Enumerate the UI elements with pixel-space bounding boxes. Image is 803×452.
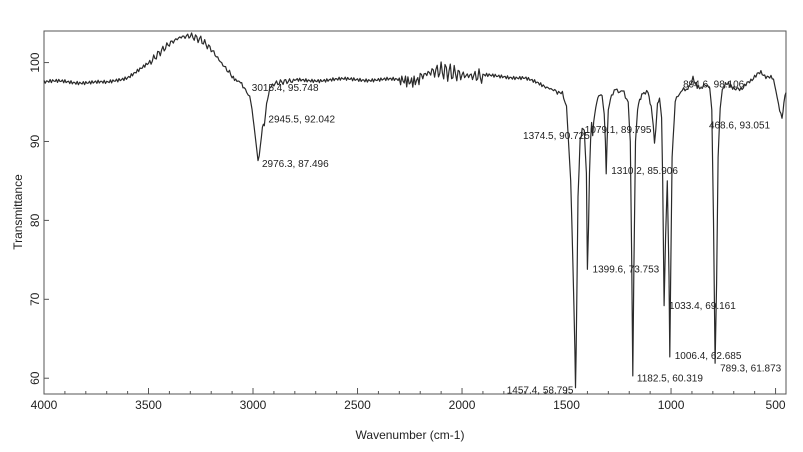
x-tick-label: 500 [766,398,786,412]
peak-label: 1457.4, 58.795 [507,386,574,397]
plot-frame [43,30,787,395]
peak-label: 1374.5, 90.725 [523,131,590,142]
peak-label: 789.3, 61.873 [720,363,782,374]
y-tick-label: 90 [28,134,42,148]
x-tick-label: 1000 [658,398,685,412]
x-tick-label: 1500 [553,398,580,412]
y-tick-label: 70 [28,292,42,306]
peak-label: 1182.5, 60.319 [637,374,703,385]
peak-label: 468.6, 93.051 [709,120,771,131]
peak-label: 2976.3, 87.496 [262,159,329,170]
x-axis: 4000 3500 3000 2500 2000 1500 1000 500 [31,388,786,412]
peak-labels: 3015.4, 95.748 2945.5, 92.042 2976.3, 87.4… [252,80,782,397]
x-tick-label: 2000 [449,398,476,412]
x-tick-label: 4000 [31,398,58,412]
y-tick-label: 60 [28,371,42,385]
x-tick-label: 3000 [240,398,267,412]
peak-label: 2945.5, 92.042 [268,114,335,125]
peak-label: 1399.6, 73.753 [593,265,660,276]
peak-label: 1006.4, 62.685 [675,351,742,362]
peak-label: 894.6, 98.106 [683,80,745,91]
y-axis-title: Transmittance [11,174,25,250]
peak-label: 3015.4, 95.748 [252,83,319,94]
spectrum-line [43,32,787,389]
y-tick-label: 80 [28,213,42,227]
peak-label: 1033.4, 69.161 [669,301,736,312]
x-axis-title: Wavenumber (cm-1) [356,428,465,442]
peak-label: 1310.2, 85.906 [611,166,678,177]
x-tick-label: 2500 [344,398,371,412]
x-tick-label: 3500 [135,398,162,412]
y-axis: 60 70 80 90 100 [28,52,49,385]
y-tick-label: 100 [28,52,42,72]
peak-label: 1079.1, 89.795 [585,125,652,136]
